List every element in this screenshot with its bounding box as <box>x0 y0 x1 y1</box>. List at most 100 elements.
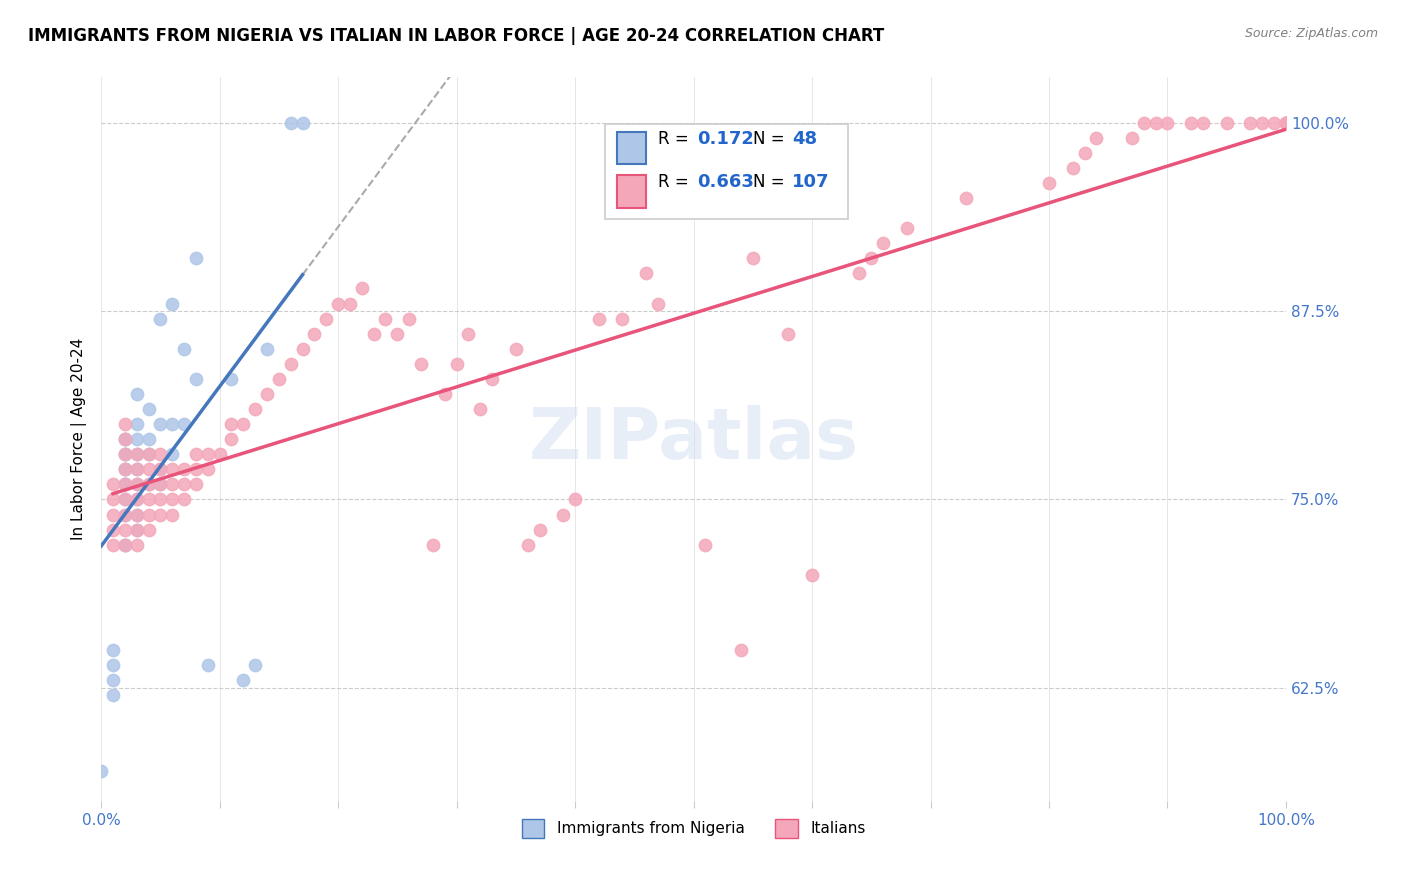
Point <box>138 523 160 537</box>
Point <box>730 643 752 657</box>
Point <box>232 673 254 688</box>
Point <box>125 417 148 431</box>
Point <box>101 643 124 657</box>
Point <box>1156 116 1178 130</box>
Point <box>896 221 918 235</box>
Point <box>101 492 124 507</box>
Point <box>149 477 172 491</box>
Point <box>173 417 195 431</box>
Point <box>138 447 160 461</box>
Point <box>125 462 148 476</box>
Point <box>114 538 136 552</box>
Point <box>339 296 361 310</box>
Point <box>291 342 314 356</box>
Point <box>114 508 136 522</box>
Point <box>221 417 243 431</box>
Point <box>315 311 337 326</box>
Point <box>138 462 160 476</box>
Point <box>138 402 160 417</box>
Point <box>860 252 883 266</box>
Point <box>695 538 717 552</box>
Point <box>1192 116 1215 130</box>
Point <box>1275 116 1298 130</box>
Point <box>160 477 183 491</box>
Point <box>149 462 172 476</box>
Point <box>125 523 148 537</box>
Point <box>801 567 824 582</box>
Point <box>1062 161 1084 175</box>
Point <box>101 477 124 491</box>
Point <box>125 432 148 446</box>
Point <box>138 447 160 461</box>
Point <box>243 658 266 673</box>
Text: R =: R = <box>658 130 695 148</box>
Point <box>101 523 124 537</box>
Point <box>149 462 172 476</box>
Point <box>955 191 977 205</box>
Point <box>149 492 172 507</box>
Point <box>114 477 136 491</box>
Point <box>101 673 124 688</box>
Point <box>1275 116 1298 130</box>
Text: Source: ZipAtlas.com: Source: ZipAtlas.com <box>1244 27 1378 40</box>
Point <box>114 538 136 552</box>
Point <box>101 689 124 703</box>
Point <box>256 387 278 401</box>
Point <box>138 508 160 522</box>
Point <box>1275 116 1298 130</box>
Text: R =: R = <box>658 173 695 192</box>
Point <box>114 508 136 522</box>
Point <box>1239 116 1261 130</box>
Point <box>184 372 207 386</box>
Point <box>160 462 183 476</box>
Point <box>125 447 148 461</box>
Point <box>149 417 172 431</box>
Point <box>398 311 420 326</box>
Point <box>647 296 669 310</box>
Point <box>101 538 124 552</box>
Point <box>1073 145 1095 160</box>
Point <box>197 658 219 673</box>
FancyBboxPatch shape <box>616 175 647 208</box>
Legend: Immigrants from Nigeria, Italians: Immigrants from Nigeria, Italians <box>516 813 872 844</box>
Point <box>114 538 136 552</box>
Point <box>232 417 254 431</box>
Point <box>114 417 136 431</box>
Text: 107: 107 <box>792 173 830 192</box>
Point <box>291 116 314 130</box>
Point <box>138 492 160 507</box>
Point <box>125 477 148 491</box>
Point <box>125 492 148 507</box>
Point <box>588 311 610 326</box>
Point <box>387 326 409 341</box>
Point <box>516 538 538 552</box>
Point <box>363 326 385 341</box>
Point <box>149 508 172 522</box>
Point <box>138 432 160 446</box>
Point <box>90 764 112 778</box>
Point <box>481 372 503 386</box>
Point <box>114 447 136 461</box>
Point <box>114 432 136 446</box>
Point <box>1180 116 1202 130</box>
Point <box>114 477 136 491</box>
Point <box>243 402 266 417</box>
Text: N =: N = <box>752 130 790 148</box>
Point <box>422 538 444 552</box>
Point <box>114 462 136 476</box>
Point <box>267 372 290 386</box>
Point <box>125 508 148 522</box>
Point <box>125 538 148 552</box>
Point <box>125 387 148 401</box>
Point <box>741 252 763 266</box>
Point <box>374 311 396 326</box>
Point <box>173 462 195 476</box>
Point <box>114 432 136 446</box>
Point <box>409 357 432 371</box>
Point <box>173 492 195 507</box>
Point <box>184 462 207 476</box>
Point <box>125 492 148 507</box>
Point <box>114 462 136 476</box>
Point <box>114 432 136 446</box>
Point <box>505 342 527 356</box>
